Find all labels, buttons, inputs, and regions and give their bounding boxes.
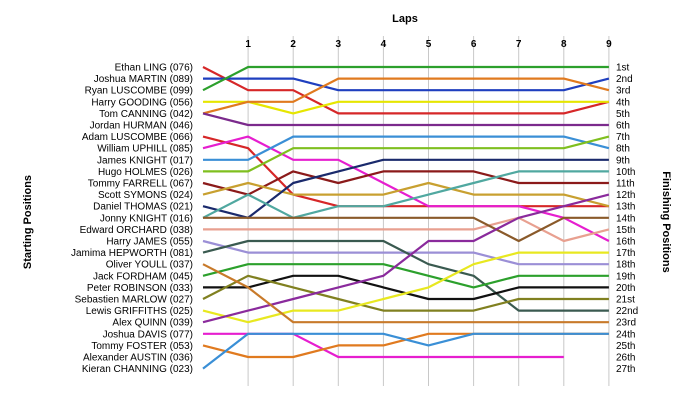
x-tick-labels: 1 2 3 4 5 6 7 8 9: [245, 39, 612, 50]
finishing-position-labels: 1st2nd3rd4th5th6th7th8th9th10th11th12th1…: [616, 63, 638, 376]
finishing-position-label: 11th: [616, 179, 635, 190]
x-tick-label: 9: [606, 39, 612, 50]
finishing-position-label: 25th: [616, 341, 635, 352]
finishing-position-label: 10th: [616, 167, 635, 178]
series-line: [202, 112, 609, 127]
driver-label: Adam LUSCOMBE (066): [82, 132, 193, 143]
grid-layer: [247, 36, 610, 386]
y-axis-title-left: Starting Positions: [22, 175, 34, 269]
finishing-position-label: 3rd: [616, 86, 630, 97]
driver-label: Daniel THOMAS (021): [93, 202, 193, 213]
series-line: [203, 135, 610, 161]
driver-label: Sebastien MARLOW (027): [75, 295, 193, 306]
x-tick-label: 1: [245, 39, 251, 50]
finishing-position-label: 14th: [616, 213, 635, 224]
x-tick-label: 6: [471, 39, 477, 50]
finishing-position-label: 23rd: [616, 318, 636, 329]
series-line: [202, 181, 610, 208]
starting-position-labels: Ethan LING (076)Joshua MARTIN (089)Ryan …: [71, 63, 193, 376]
finishing-position-label: 20th: [616, 283, 635, 294]
driver-label: Tommy FOSTER (053): [91, 341, 193, 352]
finishing-position-label: 4th: [616, 97, 630, 108]
x-tick-label: 7: [516, 39, 522, 50]
x-tick-label: 5: [426, 39, 432, 50]
driver-label: William UPHILL (085): [97, 144, 193, 155]
driver-label: Alex QUINN (039): [112, 318, 193, 329]
series-line: [202, 263, 609, 324]
series-line: [203, 216, 610, 243]
series-line: [203, 77, 610, 92]
driver-label: Jordan HURMAN (046): [90, 121, 193, 132]
series-line: [202, 274, 609, 312]
x-axis-title: Laps: [392, 13, 418, 25]
finishing-position-label: 13th: [616, 202, 635, 213]
driver-label: Harry GOODING (056): [91, 97, 193, 108]
y-axis-title-right: Finishing Positions: [660, 171, 672, 272]
driver-label: Joshua DAVIS (077): [103, 329, 193, 340]
series-line: [202, 332, 609, 359]
driver-label: Ethan LING (076): [115, 63, 193, 74]
series-line: [202, 158, 609, 219]
driver-label: Lewis GRIFFITHS (025): [86, 306, 193, 317]
finishing-position-label: 19th: [616, 271, 635, 282]
finishing-position-label: 1st: [616, 63, 630, 74]
series-line: [202, 66, 610, 115]
finishing-position-label: 22nd: [616, 306, 638, 317]
finishing-position-label: 26th: [616, 353, 635, 364]
driver-label: Jonny KNIGHT (016): [100, 213, 193, 224]
driver-label: James KNIGHT (017): [97, 155, 193, 166]
series-line: [202, 239, 609, 312]
finishing-position-label: 24th: [616, 329, 635, 340]
driver-label: Joshua MARTIN (089): [94, 74, 193, 85]
driver-label: Alexander AUSTIN (036): [83, 353, 193, 364]
x-tick-label: 4: [381, 39, 387, 50]
series-line: [202, 263, 609, 289]
driver-label: Tom CANNING (042): [99, 109, 193, 120]
series-line: [202, 65, 609, 92]
finishing-position-label: 5th: [616, 109, 630, 120]
driver-label: Kieran CHANNING (023): [82, 364, 193, 375]
series-line: [202, 135, 609, 208]
driver-label: Hugo HOLMES (026): [98, 167, 193, 178]
finishing-position-label: 9th: [616, 155, 630, 166]
driver-label: Edward ORCHARD (038): [80, 225, 193, 236]
driver-label: Scott SYMONS (024): [98, 190, 193, 201]
x-tick-label: 8: [561, 39, 567, 50]
driver-label: Jack FORDHAM (045): [93, 271, 193, 282]
driver-label: Harry JAMES (055): [106, 237, 193, 248]
finishing-position-label: 17th: [616, 248, 635, 259]
x-tick-label: 2: [290, 39, 296, 50]
finishing-position-label: 15th: [616, 225, 635, 236]
finishing-position-label: 27th: [616, 364, 635, 375]
series-line: [202, 251, 609, 324]
finishing-position-label: 16th: [616, 237, 635, 248]
driver-label: Jamima HEPWORTH (081): [71, 248, 193, 259]
series-line: [203, 100, 609, 115]
series-line: [202, 77, 610, 115]
finishing-position-label: 8th: [616, 144, 630, 155]
finishing-position-label: 18th: [616, 260, 635, 271]
finishing-position-label: 12th: [616, 190, 635, 201]
series-line: [203, 135, 610, 173]
series-line: [202, 170, 609, 196]
series-line: [202, 332, 609, 370]
series-lines: [202, 65, 610, 370]
driver-label: Tommy FARRELL (067): [88, 179, 193, 190]
series-line: [203, 216, 609, 243]
finishing-position-label: 6th: [616, 121, 630, 132]
finishing-position-label: 21st: [616, 295, 635, 306]
driver-label: Ryan LUSCOMBE (099): [85, 86, 193, 97]
finishing-position-label: 2nd: [616, 74, 633, 85]
driver-label: Oliver YOULL (037): [106, 260, 193, 271]
driver-label: Peter ROBINSON (033): [87, 283, 193, 294]
finishing-position-label: 7th: [616, 132, 630, 143]
x-tick-label: 3: [336, 39, 342, 50]
series-line: [202, 170, 609, 219]
